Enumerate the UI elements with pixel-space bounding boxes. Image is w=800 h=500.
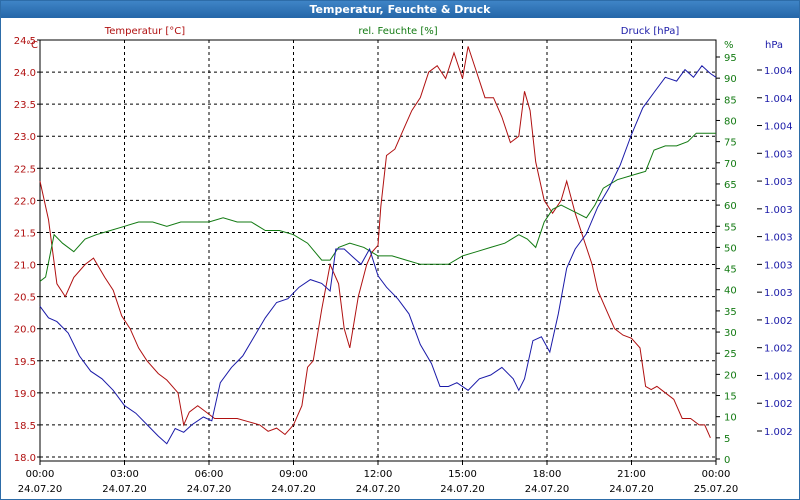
pressure-tick-label: 1.003 [764,149,793,160]
humidity-tick-label: 65 [724,180,737,191]
date-tick-label: 24.07.20 [271,484,316,495]
humidity-tick-label: 5 [724,434,730,445]
humidity-axis: 0 5 10 15 20 25 30 35 40 45 50 55 60 65 70 75 80 85 90 95 [716,53,737,466]
temperature-tick-label: 21.5 [14,228,36,239]
humidity-tick-label: 90 [724,74,737,85]
date-tick-label: 25.07.20 [694,484,739,495]
date-tick-label: 24.07.20 [18,484,63,495]
humidity-tick-label: 20 [724,370,737,381]
pressure-line [39,65,717,445]
temperature-axis: 18.0 18.5 19.0 19.5 20.0 20.5 21.0 21.5 22.0 22.5… [14,36,40,464]
humidity-tick-label: 15 [724,392,737,403]
pressure-tick-label: 1.004 [764,94,793,105]
humidity-line [39,132,716,282]
time-tick-label: 09:00 [279,469,308,480]
temperature-tick-label: 18.0 [14,453,36,464]
time-tick-label: 00:00 [26,469,55,480]
date-tick-label: 24.07.20 [525,484,570,495]
pressure-tick-label: 1.004 [764,66,793,77]
legend-temperature: Temperatur [°C] [104,26,185,37]
humidity-tick-label: 35 [724,307,737,318]
time-tick-label: 18:00 [533,469,562,480]
time-tick-label: 03:00 [110,469,139,480]
pressure-tick-label: 1.002 [764,399,793,410]
pressure-tick-label: 1.002 [764,371,793,382]
humidity-tick-label: 50 [724,243,737,254]
temperature-tick-label: 18.5 [14,421,36,432]
humidity-tick-label: 0 [724,455,730,466]
time-tick-label: 00:00 [702,469,731,480]
temperature-tick-label: 22.0 [14,196,36,207]
pressure-tick-label: 1.003 [764,205,793,216]
temperature-tick-label: 24.5 [14,36,36,47]
temperature-tick-label: 23.5 [14,100,36,111]
pressure-tick-label: 1.003 [764,233,793,244]
pressure-tick-label: 1.003 [764,260,793,271]
temperature-tick-label: 20.0 [14,325,36,336]
temperature-line [39,46,711,439]
temperature-unit-label: °C [26,40,38,51]
time-tick-label: 06:00 [195,469,224,480]
temperature-tick-label: 22.5 [14,164,36,175]
pressure-tick-label: 1.003 [764,288,793,299]
humidity-tick-label: 85 [724,95,737,106]
temperature-tick-label: 24.0 [14,68,36,79]
series-layer [39,46,717,445]
pressure-tick-label: 1.002 [764,427,793,438]
temperature-tick-label: 21.0 [14,261,36,272]
humidity-tick-label: 30 [724,328,737,339]
pressure-tick-label: 1.003 [764,177,793,188]
pressure-axis: 1.002 1.002 1.002 1.002 1.002 1.003 1.003 1.003… [757,66,793,438]
humidity-tick-label: 70 [724,159,737,170]
humidity-tick-label: 80 [724,116,737,127]
humidity-tick-label: 75 [724,138,737,149]
temperature-tick-label: 23.0 [14,132,36,143]
legend-pressure: Druck [hPa] [621,26,680,37]
date-tick-label: 24.07.20 [609,484,654,495]
temperature-tick-label: 19.5 [14,357,36,368]
time-axis: 00:00 24.07.20 03:00 24.07.20 06:00 24.07.20 0… [18,461,739,495]
date-tick-label: 24.07.20 [187,484,232,495]
temperature-tick-label: 20.5 [14,293,36,304]
time-tick-label: 15:00 [448,469,477,480]
window-title: Temperatur, Feuchte & Druck [1,1,799,18]
gridlines [40,40,716,461]
time-tick-label: 12:00 [364,469,393,480]
date-tick-label: 24.07.20 [356,484,401,495]
legend-humidity: rel. Feuchte [%] [358,26,437,37]
pressure-tick-label: 1.002 [764,344,793,355]
date-tick-label: 24.07.20 [440,484,485,495]
humidity-tick-label: 40 [724,286,737,297]
humidity-tick-label: 10 [724,413,737,424]
humidity-tick-label: 95 [724,53,737,64]
humidity-tick-label: 45 [724,265,737,276]
humidity-tick-label: 25 [724,349,737,360]
pressure-unit-label: hPa [765,40,783,51]
humidity-tick-label: 60 [724,201,737,212]
humidity-tick-label: 55 [724,222,737,233]
pressure-tick-label: 1.004 [764,122,793,133]
date-tick-label: 24.07.20 [102,484,147,495]
time-tick-label: 21:00 [617,469,646,480]
temperature-tick-label: 19.0 [14,389,36,400]
humidity-unit-label: % [724,40,734,51]
pressure-tick-label: 1.002 [764,316,793,327]
